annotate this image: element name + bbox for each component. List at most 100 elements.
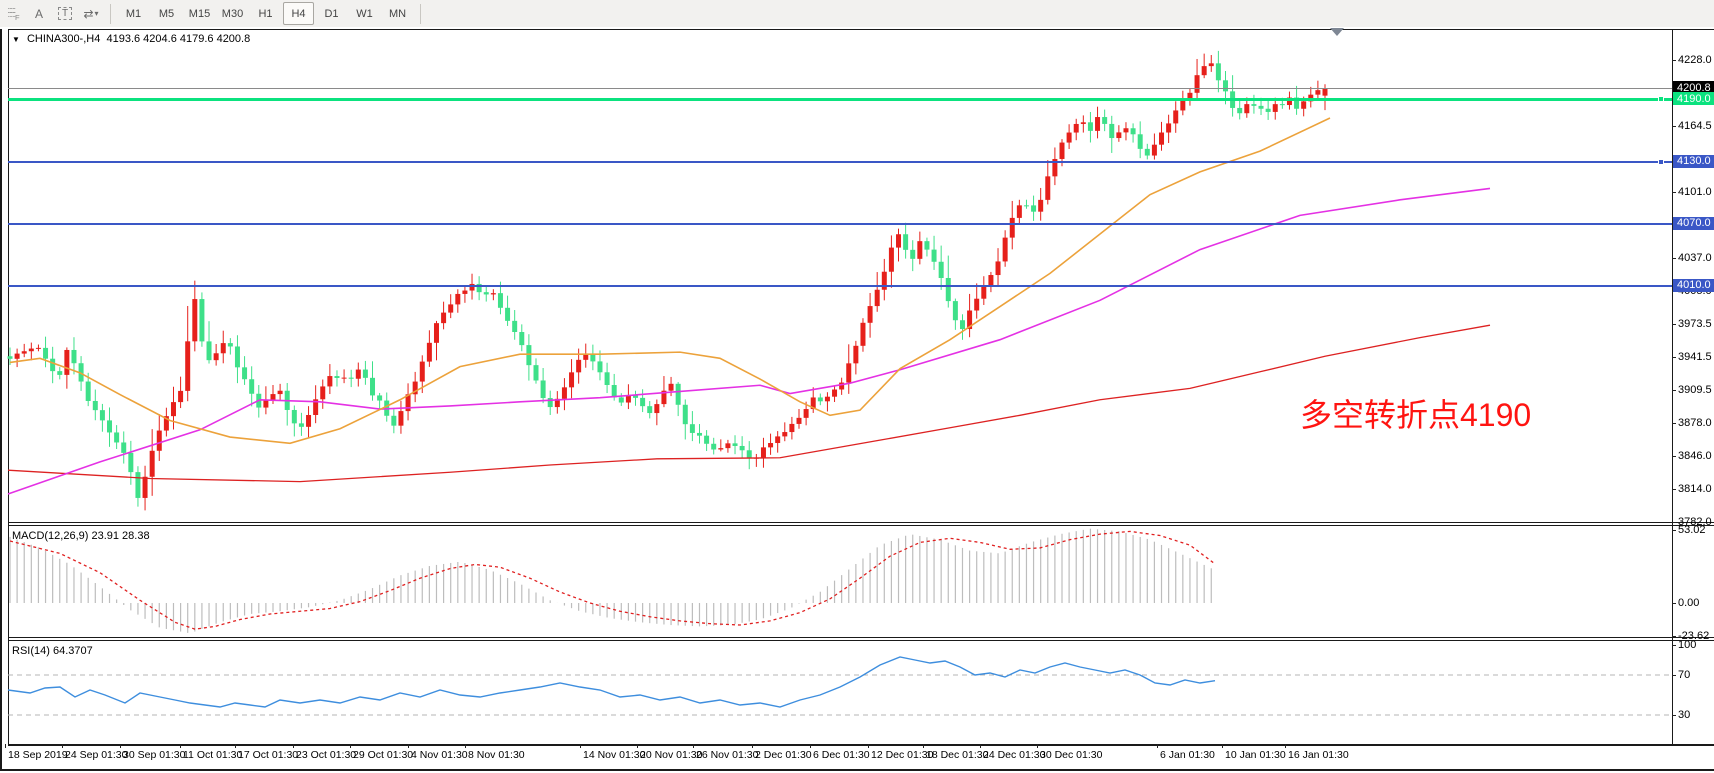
candle-body bbox=[561, 387, 567, 399]
candle-body bbox=[242, 367, 248, 380]
ma-slow-red-line bbox=[7, 324, 1491, 483]
candle-body bbox=[291, 409, 297, 424]
ohlc-readout: 4193.6 4204.6 4179.6 4200.8 bbox=[106, 33, 251, 45]
time-label: 4 Nov 01:30 bbox=[411, 749, 468, 761]
candle-body bbox=[760, 447, 766, 458]
candle-body bbox=[185, 341, 191, 391]
timeframe-H4[interactable]: H4 bbox=[283, 2, 314, 25]
candle-body bbox=[768, 443, 774, 448]
candle-body bbox=[824, 396, 830, 402]
candle-body bbox=[640, 397, 646, 407]
time-label: 2 Dec 01:30 bbox=[755, 749, 812, 761]
candle-body bbox=[391, 415, 397, 426]
candle-body bbox=[1109, 123, 1115, 139]
candle-body bbox=[398, 411, 404, 426]
candle-body bbox=[227, 343, 233, 347]
candle-body bbox=[782, 432, 788, 437]
candle-body bbox=[1180, 99, 1186, 111]
time-tickmark bbox=[923, 744, 924, 748]
candle-body bbox=[604, 372, 610, 386]
time-tickmark bbox=[637, 744, 638, 748]
price-axis[interactable] bbox=[1672, 27, 1714, 746]
time-label: 6 Dec 01:30 bbox=[813, 749, 870, 761]
candle-body bbox=[370, 377, 376, 396]
candle-body bbox=[696, 432, 702, 436]
candle-body bbox=[1166, 123, 1172, 133]
rsi-tick-tickmark bbox=[1672, 645, 1676, 646]
candle-body bbox=[1215, 63, 1221, 81]
candle-body bbox=[917, 241, 923, 259]
candle-body bbox=[405, 394, 411, 412]
pane-border bbox=[8, 637, 1714, 638]
candle-body bbox=[1073, 123, 1079, 133]
hline-4130-handle[interactable] bbox=[1658, 158, 1664, 165]
candle-body bbox=[114, 432, 120, 443]
candle-body bbox=[1279, 104, 1285, 106]
hline-4190-handle[interactable] bbox=[1658, 96, 1664, 103]
time-label: 16 Jan 01:30 bbox=[1288, 749, 1349, 761]
time-tickmark bbox=[293, 744, 294, 748]
cursor-arrows-icon[interactable]: ⇄ ▾ bbox=[83, 6, 99, 21]
candle-body bbox=[419, 361, 425, 382]
candle-body bbox=[71, 349, 77, 364]
candle-body bbox=[988, 275, 994, 286]
timeframe-M30[interactable]: M30 bbox=[221, 7, 244, 20]
candle-body bbox=[14, 353, 20, 359]
pane-border bbox=[1672, 29, 1673, 744]
candle-body bbox=[1116, 132, 1122, 139]
hline-4010[interactable] bbox=[8, 284, 1672, 287]
timeframe-M15[interactable]: M15 bbox=[188, 7, 211, 20]
candle-body bbox=[206, 341, 212, 361]
candle-body bbox=[661, 390, 667, 405]
ma-mid-magenta-line bbox=[7, 187, 1491, 495]
candle-body bbox=[540, 380, 546, 399]
rsi-tick-tickmark bbox=[1672, 675, 1676, 676]
candle-body bbox=[874, 289, 880, 307]
hline-4190[interactable] bbox=[8, 97, 1672, 101]
price-tick: 3973.5 bbox=[1678, 317, 1712, 330]
candle-body bbox=[348, 377, 354, 379]
candle-body bbox=[263, 399, 269, 408]
macd-tick: -23.62 bbox=[1678, 629, 1710, 642]
candle-body bbox=[775, 436, 781, 444]
text-label-icon[interactable]: T bbox=[53, 3, 77, 25]
candle-body bbox=[832, 389, 838, 397]
time-label: 17 Oct 01:30 bbox=[238, 749, 299, 761]
candle-body bbox=[43, 347, 49, 359]
candle-body bbox=[448, 304, 454, 313]
timeframe-M1[interactable]: M1 bbox=[125, 7, 142, 20]
price-tick: 4164.5 bbox=[1678, 119, 1712, 132]
candle-body bbox=[362, 369, 368, 378]
candle-body bbox=[1102, 117, 1108, 124]
candle-body bbox=[178, 390, 184, 403]
candle-body bbox=[633, 395, 639, 398]
hline-4130[interactable] bbox=[8, 160, 1672, 163]
rsi-tick: 70 bbox=[1678, 669, 1691, 681]
timeframe-W1[interactable]: W1 bbox=[356, 7, 373, 20]
hline-4070[interactable] bbox=[8, 222, 1672, 225]
pane-border bbox=[8, 522, 1714, 523]
timeframe-MN[interactable]: MN bbox=[388, 7, 407, 20]
time-label: 18 Sep 2019 bbox=[8, 749, 68, 761]
candle-body bbox=[234, 346, 240, 368]
time-tickmark bbox=[120, 744, 121, 748]
new-order-icon[interactable]: ::::::::::F bbox=[7, 4, 19, 22]
time-axis[interactable] bbox=[0, 746, 1672, 771]
candle-body bbox=[967, 310, 973, 330]
candle-body bbox=[320, 386, 326, 400]
macd-tick: 53.02 bbox=[1678, 523, 1706, 536]
candle-body bbox=[1251, 104, 1257, 106]
price-tick: 3814.0 bbox=[1678, 482, 1712, 495]
candle-body bbox=[476, 283, 482, 293]
collapse-triangle-icon[interactable]: ▼ bbox=[12, 35, 20, 44]
pane-border bbox=[0, 769, 1714, 771]
candle-body bbox=[519, 332, 525, 346]
chart-canvas[interactable] bbox=[0, 27, 1714, 773]
candle-body bbox=[220, 343, 226, 354]
font-icon[interactable]: A bbox=[34, 6, 43, 21]
candle-body bbox=[689, 424, 695, 433]
candle-body bbox=[1002, 237, 1008, 262]
timeframe-M5[interactable]: M5 bbox=[158, 7, 175, 20]
timeframe-D1[interactable]: D1 bbox=[324, 7, 339, 20]
timeframe-H1[interactable]: H1 bbox=[258, 7, 273, 20]
